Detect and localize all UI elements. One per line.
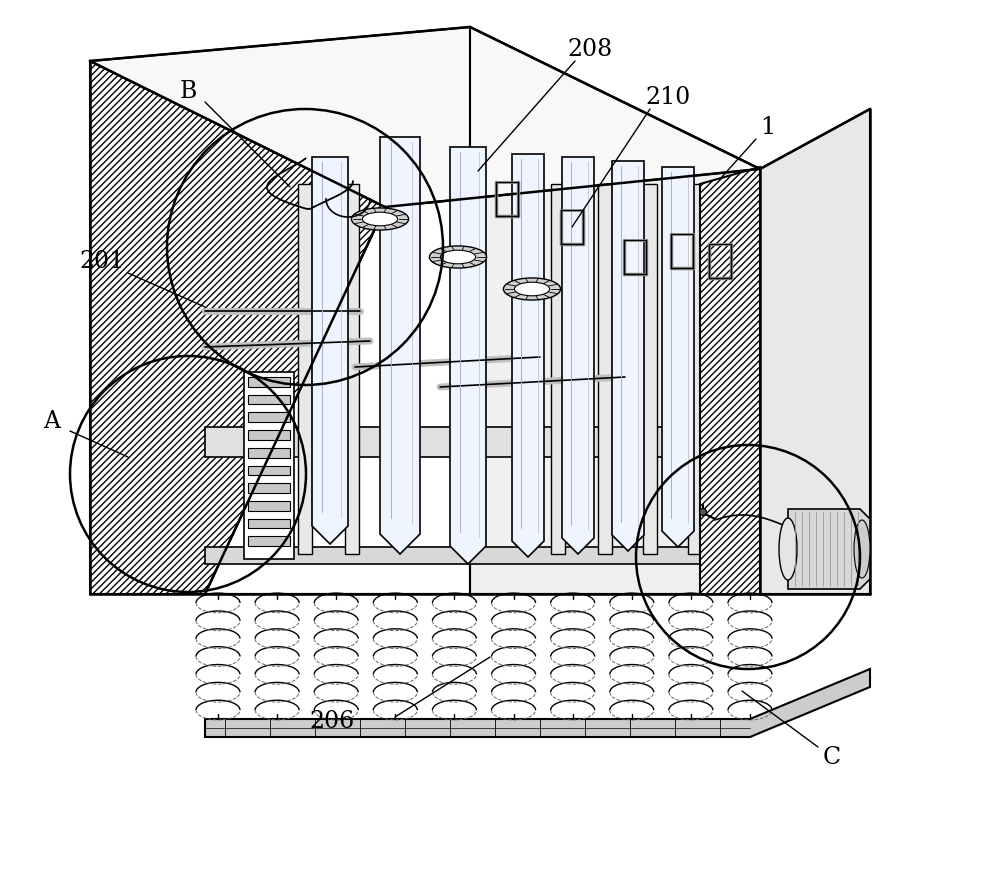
Polygon shape [205,408,760,457]
Text: 201: 201 [79,250,125,273]
Polygon shape [512,155,544,557]
Polygon shape [248,448,290,458]
Polygon shape [598,185,612,554]
Polygon shape [248,537,290,547]
Polygon shape [345,185,359,554]
Ellipse shape [440,251,476,264]
Ellipse shape [362,213,398,227]
Ellipse shape [503,279,561,301]
Polygon shape [760,109,870,594]
Ellipse shape [779,519,797,580]
Polygon shape [205,529,760,564]
Polygon shape [248,466,290,475]
Polygon shape [643,185,657,554]
Polygon shape [788,509,870,589]
Ellipse shape [429,247,487,269]
Polygon shape [562,158,594,554]
Polygon shape [244,373,294,560]
Polygon shape [90,28,760,208]
Polygon shape [688,185,702,554]
Polygon shape [248,431,290,441]
Polygon shape [248,395,290,405]
Text: 1: 1 [760,116,776,139]
Ellipse shape [514,283,550,296]
Polygon shape [248,413,290,422]
Circle shape [700,509,706,516]
Ellipse shape [854,521,870,579]
Text: B: B [179,81,197,103]
Polygon shape [450,148,486,564]
Polygon shape [612,162,644,551]
Polygon shape [205,669,870,737]
Polygon shape [700,168,760,594]
Polygon shape [380,138,420,554]
Polygon shape [248,377,290,388]
Polygon shape [90,62,385,594]
Polygon shape [248,501,290,511]
Polygon shape [312,158,348,544]
Text: 206: 206 [309,710,355,733]
Polygon shape [662,168,694,547]
Polygon shape [551,185,565,554]
Text: 208: 208 [567,38,613,62]
Polygon shape [298,185,312,554]
Polygon shape [205,169,760,594]
Text: A: A [44,410,61,433]
Ellipse shape [351,209,409,231]
Polygon shape [470,28,760,594]
Polygon shape [248,484,290,494]
Polygon shape [248,519,290,528]
Text: 210: 210 [645,86,691,109]
Text: C: C [823,746,841,768]
